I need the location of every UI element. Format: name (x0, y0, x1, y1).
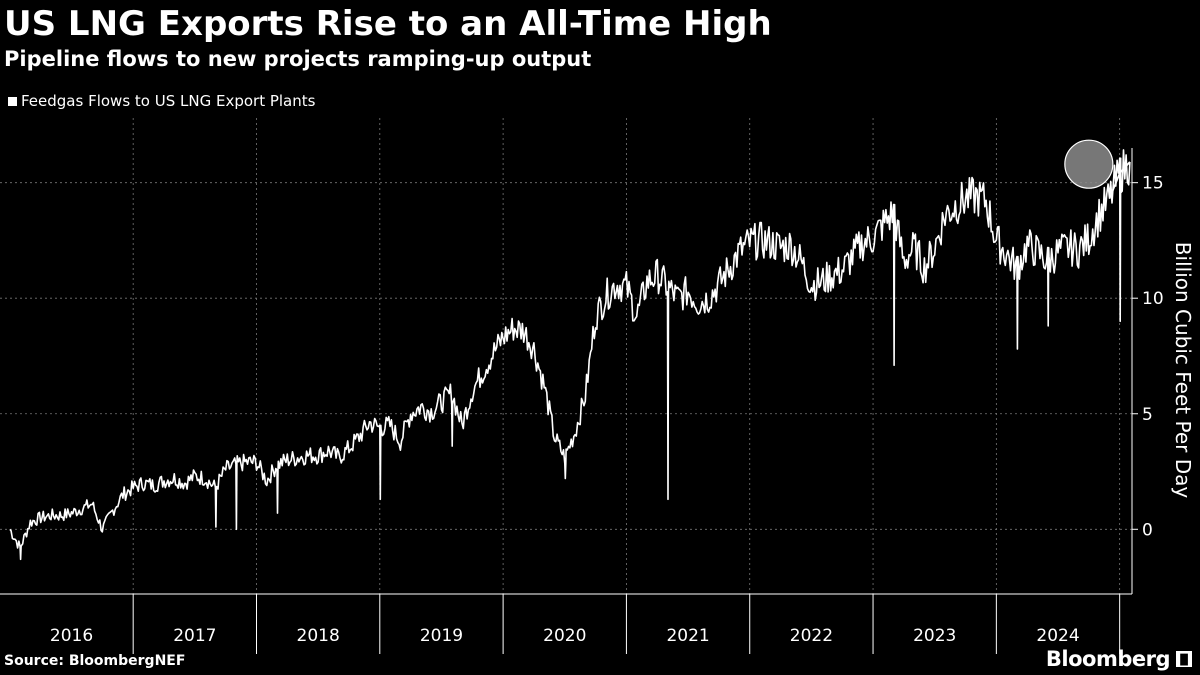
legend-swatch (8, 96, 17, 106)
y-axis-title: Billion Cubic Feet Per Day (1171, 242, 1195, 499)
series-layer (9, 139, 1131, 561)
source-note: Source: BloombergNEF (4, 653, 186, 669)
legend: Feedgas Flows to US LNG Export Plants (8, 92, 315, 110)
series-line-tail (1108, 161, 1131, 200)
x-tick-label: 2024 (1036, 626, 1079, 646)
y-tick-label: 5 (1142, 405, 1153, 425)
grid (0, 118, 1132, 594)
x-tick-label: 2018 (297, 626, 340, 646)
legend-label: Feedgas Flows to US LNG Export Plants (21, 92, 316, 110)
x-axis: 2016 2017 2018 2019 2020 2021 2022 2023 2024 (0, 593, 1132, 654)
brand-name: Bloomberg (1045, 647, 1171, 671)
y-tick-label: 10 (1142, 289, 1164, 309)
y-axis: 0 5 10 15 (1131, 148, 1164, 594)
x-tick-label: 2023 (913, 626, 956, 646)
y-tick-label: 0 (1142, 520, 1153, 540)
series-line-feedgas-flows (9, 149, 1131, 561)
chart-subtitle: Pipeline flows to new projects ramping-u… (4, 47, 592, 71)
y-tick-label: 15 (1142, 174, 1164, 194)
x-tick-label: 2021 (666, 626, 709, 646)
x-tick-label: 2020 (543, 626, 586, 646)
x-tick-label: 2016 (50, 626, 93, 646)
chart-title: US LNG Exports Rise to an All-Time High (4, 4, 772, 44)
brand: Bloomberg ▐▌ (1046, 647, 1192, 671)
highlight-circle (1064, 139, 1114, 189)
x-tick-label: 2019 (420, 626, 463, 646)
x-tick-label: 2017 (173, 626, 216, 646)
bloomberg-logo-icon: ▐▌ (1176, 651, 1192, 667)
x-tick-label: 2022 (790, 626, 833, 646)
